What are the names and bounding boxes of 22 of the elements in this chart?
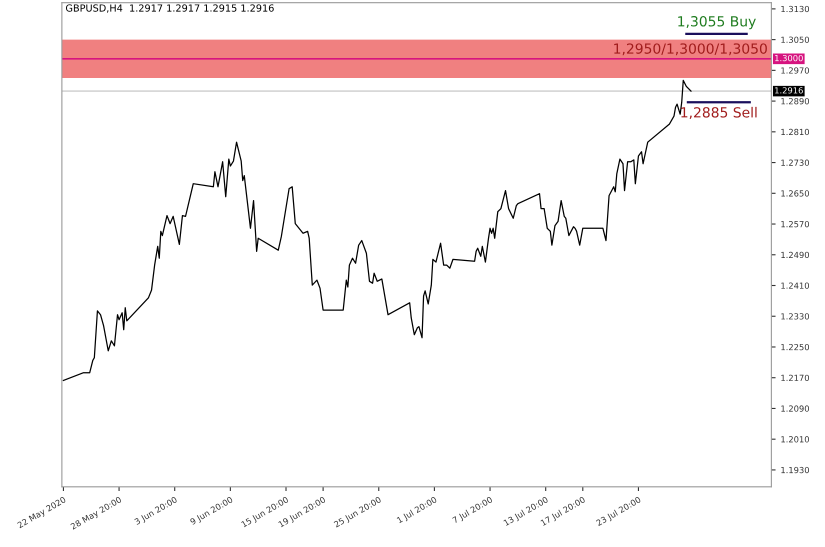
y-tick-label: 1.2250 [781, 344, 810, 350]
y-tick-label: 1.3130 [781, 6, 810, 12]
y-tick-label: 1.2490 [781, 252, 810, 258]
y-tick-label: 1.2090 [781, 405, 810, 412]
y-tick-label: 1.2810 [781, 128, 810, 136]
ref-line-label: 1.2916 [775, 87, 803, 94]
chart-title: GBPUSD,H4 1.2917 1.2917 1.2915 1.2916 [66, 4, 274, 13]
y-tick-label: 1.1930 [781, 466, 810, 474]
y-tick-label: 1.2730 [781, 160, 810, 166]
y-tick-label: 1.2410 [781, 282, 810, 289]
y-tick-label: 1.2650 [781, 190, 810, 197]
ref-line-label: 1.3000 [775, 54, 803, 62]
y-tick-label: 1.2170 [781, 374, 810, 381]
y-tick-label: 1.2890 [781, 98, 810, 104]
y-tick-label: 1.2570 [781, 221, 810, 228]
y-tick-label: 1.3050 [781, 36, 810, 43]
y-tick-label: 1.2970 [781, 67, 810, 74]
annotation: 1,2885 Sell [681, 106, 757, 120]
annotation: 1,3055 Buy [678, 16, 756, 30]
band-label: 1,2950/1,3000/1,3050 [614, 43, 767, 56]
y-tick-label: 1.2010 [781, 436, 810, 442]
y-tick-label: 1.2330 [781, 313, 810, 320]
